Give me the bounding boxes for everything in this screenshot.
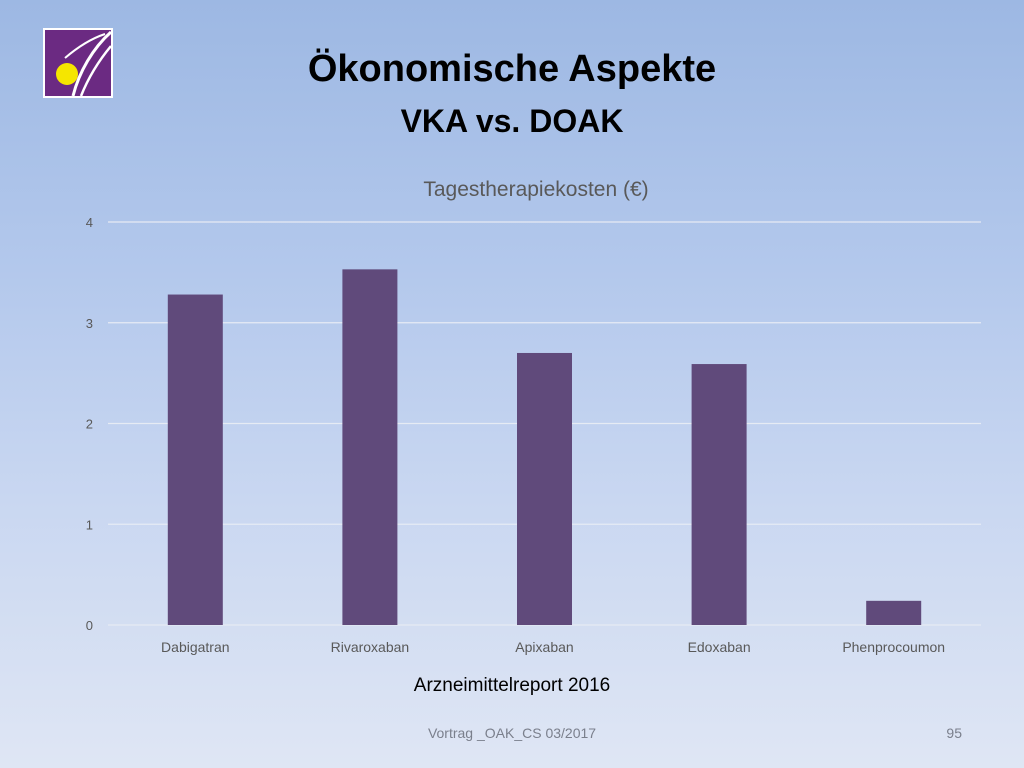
x-tick-label: Edoxaban: [688, 639, 751, 655]
source-caption: Arzneimittelreport 2016: [413, 675, 611, 696]
slide-subtitle: VKA vs. DOAK: [400, 103, 624, 139]
bar-phenprocoumon: [866, 600, 922, 625]
bar-rivaroxaban: [342, 269, 398, 625]
y-tick-label: 1: [86, 517, 93, 532]
y-tick-label: 4: [86, 215, 93, 230]
clinic-logo-icon: [43, 28, 113, 98]
page-number: 95: [946, 725, 962, 741]
bar-dabigatran: [167, 294, 223, 625]
x-tick-label: Dabigatran: [161, 639, 230, 655]
bar-edoxaban: [691, 364, 747, 625]
bar-apixaban: [517, 352, 572, 625]
x-tick-label: Rivaroxaban: [331, 639, 410, 655]
y-tick-label: 2: [86, 417, 93, 432]
slide-title: Ökonomische Aspekte: [307, 48, 717, 90]
footer-text: Vortrag _OAK_CS 03/2017: [427, 725, 597, 741]
y-tick-label: 0: [86, 618, 93, 633]
x-tick-label: Phenprocoumon: [842, 639, 945, 655]
x-tick-label: Apixaban: [515, 639, 573, 655]
chart-title: Tagestherapiekosten (€): [423, 178, 648, 201]
y-tick-label: 3: [86, 316, 93, 331]
